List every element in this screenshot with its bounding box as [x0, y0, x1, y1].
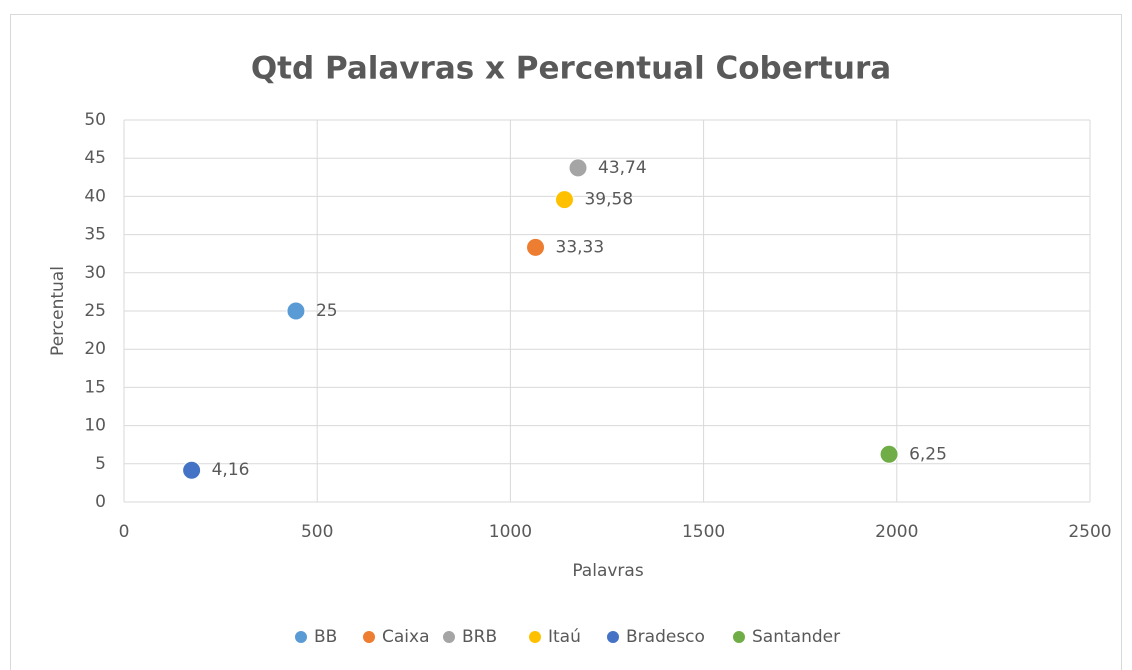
- legend-label: BB: [314, 627, 337, 647]
- y-tick-label: 10: [84, 416, 106, 436]
- legend-label: Bradesco: [626, 627, 705, 647]
- x-tick-label: 1000: [489, 522, 532, 542]
- data-label: 33,33: [556, 237, 605, 257]
- legend-label: Santander: [752, 627, 840, 647]
- y-tick-label: 5: [95, 454, 106, 474]
- point: [879, 444, 899, 464]
- x-tick-label: 0: [119, 522, 130, 542]
- legend-marker: [733, 631, 745, 643]
- point: [554, 190, 574, 210]
- legend-marker: [529, 631, 541, 643]
- point: [182, 460, 202, 480]
- chart-title: Qtd Palavras x Percentual Cobertura: [251, 51, 891, 87]
- y-tick-label: 15: [84, 377, 106, 397]
- legend-marker: [295, 631, 307, 643]
- point: [286, 301, 306, 321]
- y-tick-label: 30: [84, 263, 106, 283]
- x-axis-label: Palavras: [572, 561, 644, 581]
- data-label: 39,58: [584, 190, 633, 210]
- point: [568, 158, 588, 178]
- x-tick-label: 2000: [875, 522, 918, 542]
- data-label: 6,25: [909, 444, 947, 464]
- y-tick-label: 20: [84, 339, 106, 359]
- y-tick-label: 35: [84, 225, 106, 245]
- x-tick-label: 1500: [682, 522, 725, 542]
- x-tick-label: 2500: [1068, 522, 1111, 542]
- data-label: 4,16: [212, 460, 250, 480]
- y-tick-label: 0: [95, 492, 106, 512]
- y-tick-label: 40: [84, 186, 106, 206]
- legend-label: Itaú: [548, 627, 581, 647]
- y-tick-label: 25: [84, 301, 106, 321]
- legend-label: BRB: [462, 627, 497, 647]
- data-label: 25: [316, 301, 338, 321]
- x-tick-label: 500: [301, 522, 333, 542]
- legend-marker: [443, 631, 455, 643]
- legend-label: Caixa: [382, 627, 430, 647]
- data-label: 43,74: [598, 158, 647, 178]
- legend-marker: [607, 631, 619, 643]
- y-tick-label: 45: [84, 148, 106, 168]
- y-tick-label: 50: [84, 110, 106, 130]
- chart-border: [10, 14, 1122, 670]
- y-axis-label: Percentual: [48, 266, 68, 356]
- legend-marker: [363, 631, 375, 643]
- point: [526, 237, 546, 257]
